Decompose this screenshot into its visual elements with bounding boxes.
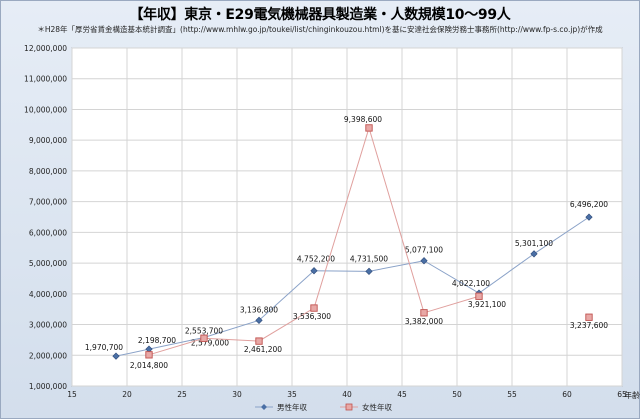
data-point-female — [255, 337, 263, 345]
x-tick-label: 50 — [452, 390, 462, 399]
x-tick-label: 45 — [397, 390, 407, 399]
x-tick-label: 35 — [287, 390, 297, 399]
data-label: 9,398,600 — [344, 115, 382, 124]
data-label: 5,301,100 — [515, 239, 553, 248]
data-label: 3,921,100 — [468, 300, 506, 309]
x-tick-label: 40 — [342, 390, 352, 399]
y-tick-label: 9,000,000 — [29, 136, 67, 145]
data-point-female — [145, 351, 153, 359]
data-label: 3,237,600 — [570, 321, 608, 330]
data-label: 5,077,100 — [405, 246, 443, 255]
y-tick-label: 7,000,000 — [29, 198, 67, 207]
legend-marker-female — [345, 403, 353, 411]
data-point-male — [310, 267, 318, 275]
data-point-female — [585, 313, 593, 321]
x-tick-label: 65 — [617, 390, 627, 399]
x-tick-label: 20 — [122, 390, 132, 399]
chart-title: 【年収】東京・E29電気機械器具製造業・人数規模10～99人 — [129, 7, 511, 23]
data-point-male — [365, 267, 373, 275]
y-tick-label: 12,000,000 — [24, 44, 67, 53]
y-tick-label: 8,000,000 — [29, 167, 67, 176]
data-point-male — [530, 250, 538, 258]
data-label: 3,136,800 — [240, 305, 278, 314]
x-tick-label: 25 — [177, 390, 187, 399]
data-label: 3,382,000 — [405, 317, 443, 326]
x-axis-label: 年齢 — [624, 390, 640, 400]
chart-subtitle: ＊H28年「厚労省賃金構造基本統計調査」(http://www.mhlw.go.… — [37, 25, 603, 34]
data-point-female — [475, 292, 483, 300]
data-label: 2,461,200 — [244, 345, 282, 354]
legend-marker-male — [261, 404, 267, 410]
y-tick-label: 4,000,000 — [29, 290, 67, 299]
data-label: 1,970,700 — [85, 343, 123, 352]
data-label: 3,536,300 — [293, 312, 331, 321]
y-tick-label: 2,000,000 — [29, 351, 67, 360]
y-tick-label: 3,000,000 — [29, 321, 67, 330]
y-tick-label: 11,000,000 — [24, 75, 67, 84]
data-label: 2,014,800 — [130, 361, 168, 370]
data-label: 2,553,700 — [185, 326, 223, 335]
data-point-female — [310, 304, 318, 312]
y-tick-label: 1,000,000 — [29, 382, 67, 391]
y-tick-label: 5,000,000 — [29, 259, 67, 268]
x-tick-label: 15 — [67, 390, 77, 399]
data-point-male — [112, 352, 120, 360]
data-label: 4,731,500 — [350, 254, 388, 263]
data-point-male — [585, 213, 593, 221]
data-label: 2,579,000 — [191, 338, 229, 347]
x-tick-label: 60 — [562, 390, 572, 399]
data-point-female — [365, 124, 373, 132]
data-point-male — [420, 257, 428, 265]
data-label: 4,022,100 — [452, 279, 490, 288]
data-label: 6,496,200 — [570, 200, 608, 209]
series-line-1 — [115, 216, 590, 357]
x-tick-label: 30 — [232, 390, 242, 399]
y-tick-label: 10,000,000 — [24, 105, 67, 114]
data-label: 4,752,200 — [297, 255, 335, 264]
y-tick-label: 6,000,000 — [29, 228, 67, 237]
legend-label-female: 女性年収 — [362, 402, 392, 412]
data-label: 2,198,700 — [138, 336, 176, 345]
data-point-female — [420, 309, 428, 317]
x-tick-label: 55 — [507, 390, 517, 399]
data-point-male — [255, 316, 263, 324]
data-point-female — [200, 334, 208, 342]
legend-label-male: 男性年収 — [277, 402, 307, 412]
